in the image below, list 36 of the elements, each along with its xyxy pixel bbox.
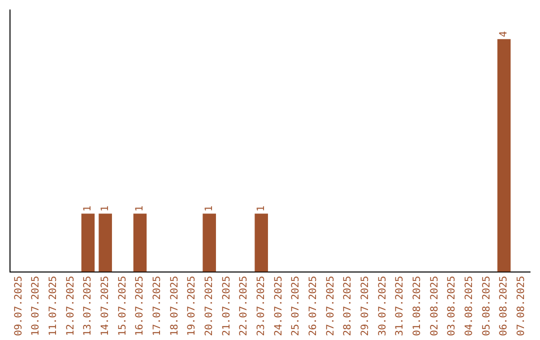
x-tick-label: 16.07.2025 — [134, 276, 146, 336]
x-tick-label: 10.07.2025 — [30, 276, 42, 336]
data-label: 1 — [134, 206, 146, 212]
x-tick-label: 26.07.2025 — [308, 276, 319, 336]
x-tick-label: 21.07.2025 — [221, 276, 232, 336]
x-tick-label: 07.08.2025 — [516, 276, 527, 336]
x-tick-label: 11.07.2025 — [48, 276, 59, 336]
x-tick-label: 23.07.2025 — [256, 276, 267, 336]
x-tick-label: 03.08.2025 — [446, 276, 458, 336]
x-tick-label: 14.07.2025 — [100, 276, 111, 336]
data-label: 4 — [498, 31, 510, 38]
x-tick-label: 09.07.2025 — [13, 276, 24, 336]
x-tick-label: 25.07.2025 — [290, 276, 302, 336]
x-tick-label: 24.07.2025 — [273, 276, 284, 336]
x-tick-label: 13.07.2025 — [82, 276, 94, 336]
data-label: 1 — [82, 206, 94, 212]
x-tick-label: 17.07.2025 — [152, 276, 163, 336]
data-label: 1 — [256, 206, 267, 212]
x-tick-label: 06.08.2025 — [498, 276, 510, 336]
x-tick-label: 01.08.2025 — [412, 276, 423, 336]
data-label: 1 — [204, 206, 215, 212]
x-tick-label: 18.07.2025 — [169, 276, 180, 336]
x-tick-label: 05.08.2025 — [481, 276, 492, 336]
x-tick-label: 02.08.2025 — [429, 276, 440, 336]
x-tick-label: 30.07.2025 — [377, 276, 388, 336]
x-tick-label: 12.07.2025 — [65, 276, 76, 336]
x-tick-label: 27.07.2025 — [325, 276, 336, 336]
x-tick-label: 20.07.2025 — [204, 276, 215, 336]
x-tick-label: 04.08.2025 — [464, 276, 475, 336]
data-label: 1 — [100, 206, 111, 212]
x-tick-label: 22.07.2025 — [238, 276, 250, 336]
x-tick-label: 29.07.2025 — [360, 276, 371, 336]
x-tick-label: 31.07.2025 — [394, 276, 406, 336]
x-tick-label: 19.07.2025 — [186, 276, 198, 336]
x-tick-label: 15.07.2025 — [117, 276, 128, 336]
x-tick-label: 28.07.2025 — [342, 276, 354, 336]
